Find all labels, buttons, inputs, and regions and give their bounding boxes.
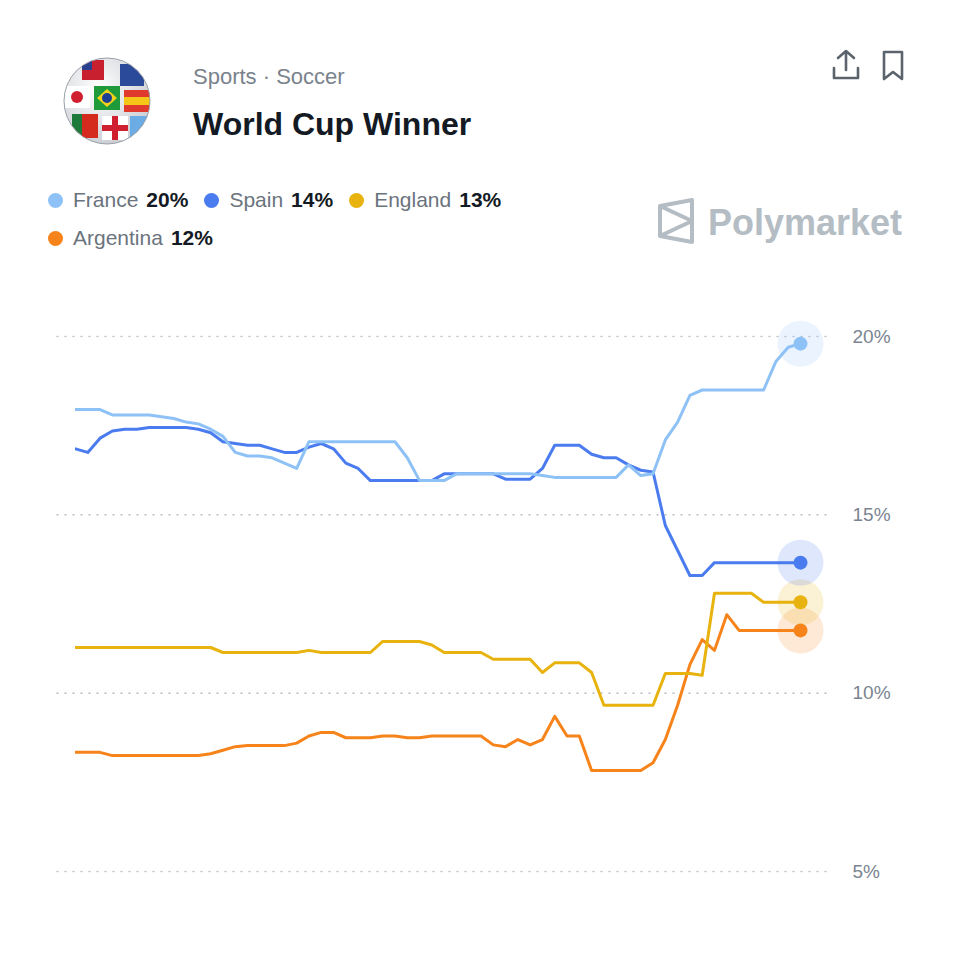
svg-text:20%: 20% xyxy=(853,326,891,347)
svg-text:5%: 5% xyxy=(853,861,881,882)
html-text:Argentina 12%: Argentina 12% xyxy=(73,226,213,249)
html-text:Spain 14%: Spain 14% xyxy=(229,188,334,211)
svg-text:15%: 15% xyxy=(853,504,891,525)
html-text:Polymarket: Polymarket xyxy=(708,202,903,243)
html-text:England 13%: England 13% xyxy=(374,188,502,211)
html-text:France 20%: France 20% xyxy=(73,188,189,211)
svg-text:10%: 10% xyxy=(853,682,891,703)
html-text:World Cup Winner: World Cup Winner xyxy=(193,106,472,142)
html-text:Sports · Soccer: Sports · Soccer xyxy=(193,64,345,89)
